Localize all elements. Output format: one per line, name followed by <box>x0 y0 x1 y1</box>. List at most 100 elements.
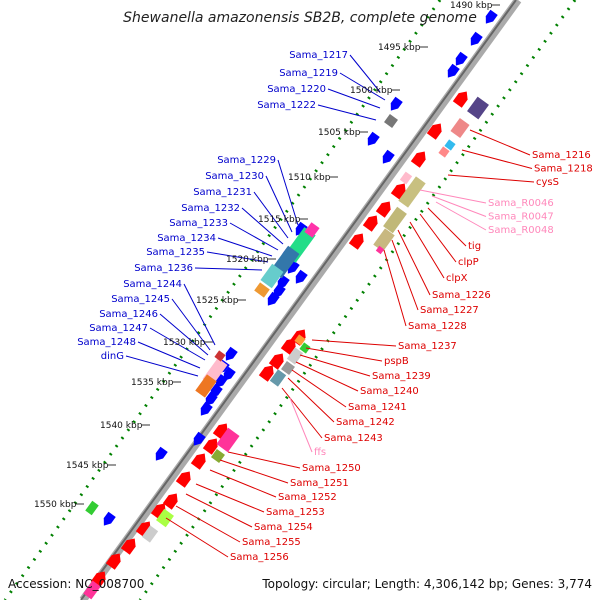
kbp-label: 1550 kbp <box>34 500 77 510</box>
reverse-gene-20 <box>200 401 213 416</box>
left-gene-label: dinG <box>101 351 124 362</box>
forward-gene-5-shape <box>362 215 378 232</box>
right-low-gene-label: Sama_1237 <box>398 341 457 352</box>
right-mid-gene-label: tig <box>468 241 481 252</box>
left-gene-leader <box>253 191 289 239</box>
reverse-gene-17 <box>215 373 228 388</box>
left-gene-label: Sama_1230 <box>205 171 264 182</box>
reverse-gene-16-shape <box>223 366 236 381</box>
reverse-gene-17-shape <box>215 373 228 388</box>
reverse-gene-16 <box>223 366 236 381</box>
kbp-label: 1525 kbp <box>196 296 239 306</box>
backbone <box>79 0 522 600</box>
left-gene-label: Sama_1217 <box>289 50 348 61</box>
forward-gene-10 <box>258 365 274 382</box>
ffs-leader <box>289 397 313 453</box>
outer-block-0 <box>384 114 398 128</box>
right-low-gene-label: Sama_1240 <box>360 386 419 397</box>
right-bottom-gene-label: Sama_1256 <box>230 552 289 563</box>
right-bottom-gene-label: Sama_1251 <box>290 478 349 489</box>
reverse-gene-0-shape <box>485 9 498 24</box>
forward-gene-19 <box>105 553 121 570</box>
outer-block-8-shape <box>214 350 226 362</box>
right-rna-label: Sama_R0046 <box>488 198 554 209</box>
inner-block-2 <box>444 139 456 151</box>
right-rna-leader <box>435 201 487 231</box>
left-gene-leader <box>327 88 381 109</box>
inner-block-5-shape <box>383 206 407 234</box>
reverse-gene-10-shape <box>295 269 308 284</box>
right-mid-gene-leader <box>419 213 457 263</box>
inner-block-3-shape <box>438 146 450 158</box>
left-gene-label: Sama_1248 <box>77 337 136 348</box>
right-low-gene-leader <box>311 339 397 347</box>
forward-gene-12-shape <box>202 438 218 455</box>
right-bottom-gene-leader <box>175 505 241 543</box>
reverse-gene-4-shape <box>390 96 403 111</box>
inner-block-7 <box>375 245 385 255</box>
reverse-gene-7-shape <box>295 221 308 236</box>
left-gene-label: Sama_1235 <box>146 247 205 258</box>
right-mid-gene-leader <box>391 239 419 311</box>
right-low-gene-leader <box>299 354 371 377</box>
inner-block-0 <box>467 96 489 120</box>
left-gene-leader <box>229 222 279 251</box>
reverse-gene-23-shape <box>103 511 116 526</box>
forward-gene-4 <box>375 201 391 218</box>
forward-gene-8-shape <box>280 338 296 355</box>
right-bottom-gene-label: Sama_1255 <box>242 537 301 548</box>
left-gene-leader <box>194 267 263 271</box>
forward-gene-0 <box>452 91 468 108</box>
right-top-gene-leader <box>447 174 535 183</box>
kbp-label: 1540 kbp <box>100 421 143 431</box>
right-mid-gene-leader <box>383 249 407 327</box>
right-rna-leader <box>419 189 487 204</box>
kbp-label: 1490 kbp <box>450 1 493 11</box>
forward-gene-13 <box>190 453 206 470</box>
kbp-label: 1545 kbp <box>66 461 109 471</box>
left-gene-leader <box>241 207 284 245</box>
right-rna-leader <box>431 195 487 217</box>
outer-block-9-shape <box>85 500 99 516</box>
left-gene-label: Sama_1245 <box>111 294 170 305</box>
left-gene-label: Sama_1222 <box>257 100 316 111</box>
reverse-gene-2-shape <box>455 51 468 66</box>
reverse-gene-19 <box>205 391 218 406</box>
summary-text: Topology: circular; Length: 4,306,142 bp… <box>261 577 592 591</box>
left-gene-leader <box>206 251 269 263</box>
left-gene-label: Sama_1236 <box>134 263 193 274</box>
inner-block-0-shape <box>467 96 489 120</box>
inner-block-9 <box>294 334 306 346</box>
kbp-label: 1530 kbp <box>163 338 206 348</box>
kbp-label: 1500 kbp <box>350 86 393 96</box>
forward-gene-14-shape <box>175 471 191 488</box>
right-top-gene-leader <box>461 149 533 169</box>
inner-block-15 <box>211 449 225 463</box>
right-top-gene-label: Sama_1218 <box>534 164 593 175</box>
kbp-label: 1535 kbp <box>131 378 174 388</box>
reverse-gene-22-shape <box>155 446 168 461</box>
outer-block-9 <box>85 500 99 516</box>
forward-gene-15 <box>162 493 178 510</box>
forward-gene-2-shape <box>410 151 426 168</box>
forward-gene-18 <box>120 538 136 555</box>
forward-gene-0-shape <box>452 91 468 108</box>
inner-block-1 <box>450 118 470 138</box>
inner-block-3 <box>438 146 450 158</box>
reverse-gene-14-shape <box>225 346 238 361</box>
left-gene-label: Sama_1231 <box>193 187 252 198</box>
inner-block-2-shape <box>444 139 456 151</box>
tick-rows <box>3 0 577 600</box>
reverse-gene-1 <box>470 31 483 46</box>
reverse-gene-3 <box>447 63 460 78</box>
reverse-gene-2 <box>455 51 468 66</box>
map-title: Shewanella amazonensis SB2B, complete ge… <box>123 10 477 26</box>
reverse-gene-6-shape <box>382 149 395 164</box>
outer-block-4-shape <box>254 282 270 298</box>
left-gene-label: Sama_1220 <box>267 84 326 95</box>
inner-block-15-shape <box>211 449 225 463</box>
right-mid-gene-label: Sama_1228 <box>408 321 467 332</box>
reverse-gene-19-shape <box>205 391 218 406</box>
reverse-gene-14 <box>225 346 238 361</box>
